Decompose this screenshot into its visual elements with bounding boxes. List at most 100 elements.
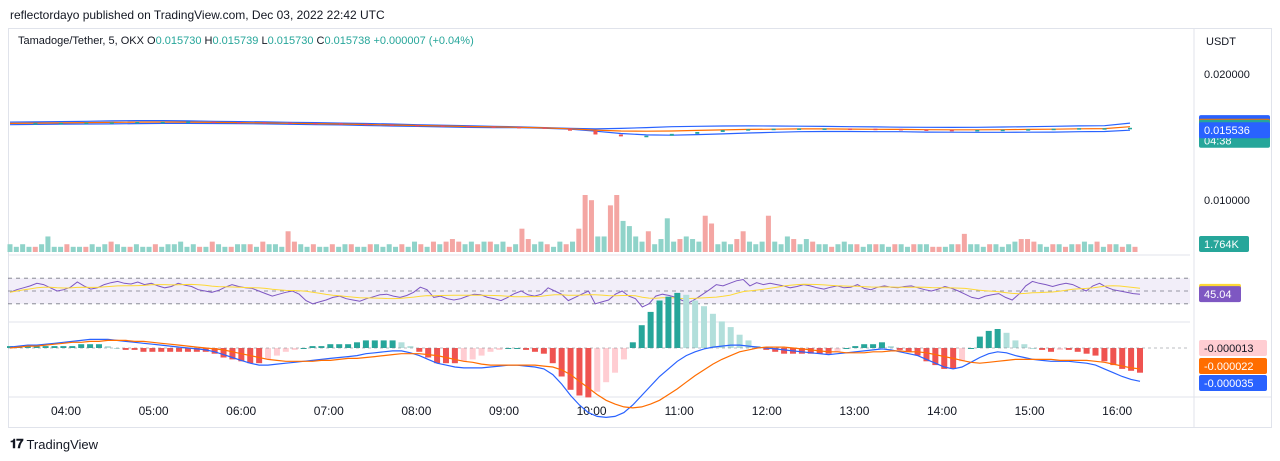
volume-bar	[829, 246, 835, 252]
macd-histogram-bar	[1012, 340, 1019, 348]
macd-histogram-bar	[718, 321, 725, 348]
macd-histogram-bar	[585, 348, 592, 398]
change-value: +0.000007 (+0.04%)	[373, 35, 474, 47]
volume-bar	[898, 244, 904, 252]
volume-bar	[291, 241, 297, 252]
macd-histogram-bar	[1074, 348, 1081, 352]
volume-bar	[437, 244, 443, 252]
volume-bar	[1081, 241, 1087, 252]
macd-histogram-bar	[69, 346, 76, 348]
volume-bar	[879, 244, 885, 252]
volume-bar	[77, 246, 83, 252]
volume-bar	[121, 246, 127, 252]
macd-histogram-bar	[469, 348, 476, 360]
price-candle	[542, 127, 547, 129]
macd-histogram-bar	[905, 348, 912, 352]
volume-bar	[614, 195, 620, 252]
macd-histogram-bar	[994, 329, 1001, 348]
volume-bar	[393, 246, 399, 252]
volume-bar	[152, 244, 158, 252]
volume-label: 1.764K	[1204, 239, 1240, 251]
volume-bar	[1069, 244, 1075, 252]
price-candle	[364, 123, 369, 126]
macd-histogram-bar	[709, 313, 716, 348]
macd-histogram-bar	[51, 346, 58, 348]
macd-line	[9, 338, 1141, 419]
macd-histogram-bar	[87, 344, 94, 348]
volume-bar	[235, 244, 241, 252]
time-tick-label: 11:00	[665, 404, 694, 418]
price-candle	[1000, 129, 1005, 132]
volume-bar	[835, 244, 841, 252]
volume-bar	[241, 244, 247, 252]
volume-bar	[797, 244, 803, 252]
volume-bar	[588, 200, 594, 252]
volume-bar	[759, 241, 765, 252]
volume-bar	[980, 246, 986, 252]
rsi-label: 45.04	[1204, 289, 1232, 301]
volume-bar	[380, 246, 386, 252]
macd-histogram-bar	[727, 327, 734, 348]
macd-histogram-bar	[1128, 348, 1135, 371]
volume-bar	[310, 244, 316, 252]
macd-histogram-bar	[1056, 348, 1063, 350]
macd-histogram-bar	[131, 348, 138, 350]
volume-bar	[791, 239, 797, 252]
volume-bar	[1012, 241, 1018, 252]
macd-histogram-bar	[985, 330, 992, 348]
macd-histogram-bar	[1021, 344, 1028, 348]
macd-histogram-bar	[104, 346, 111, 348]
price-candle	[338, 123, 343, 125]
macd-histogram-bar	[416, 348, 423, 352]
macd-histogram-bar	[603, 348, 610, 383]
volume-bar	[911, 244, 917, 252]
macd-histogram-bar	[878, 342, 885, 348]
macd-histogram-bar	[567, 348, 574, 390]
volume-bar	[1113, 244, 1119, 252]
time-tick-label: 14:00	[927, 404, 957, 418]
volume-bar	[664, 218, 670, 252]
volume-bar	[746, 241, 752, 252]
volume-bar	[696, 241, 702, 252]
macd-histogram-bar	[834, 348, 841, 352]
macd-histogram-bar	[736, 334, 743, 348]
macd-histogram-bar	[629, 342, 636, 348]
macd-histogram-bar	[967, 348, 974, 349]
macd-histogram-bar	[772, 348, 779, 352]
volume-bar	[272, 244, 278, 252]
macd-histogram-bar	[398, 342, 405, 348]
volume-bar	[626, 226, 632, 252]
price-candle	[517, 126, 522, 129]
volume-bar	[633, 236, 639, 252]
volume-bar	[677, 239, 683, 252]
volume-bar	[506, 246, 512, 252]
price-candle	[644, 135, 649, 138]
time-tick-label: 15:00	[1015, 404, 1045, 418]
macd-histogram-bar	[300, 348, 307, 349]
macd-histogram-bar	[1137, 348, 1143, 373]
volume-bar	[715, 244, 721, 252]
volume-bar	[253, 246, 259, 252]
macd-histogram-bar	[692, 300, 699, 348]
volume-bar	[930, 246, 936, 252]
volume-bar	[854, 244, 860, 252]
volume-bar	[336, 246, 342, 252]
macd-histogram-bar	[923, 348, 930, 362]
volume-bar	[538, 241, 544, 252]
volume-bar	[822, 244, 828, 252]
macd-histogram-bar	[896, 348, 903, 350]
macd-histogram-bar	[95, 344, 102, 348]
volume-bar	[601, 236, 607, 252]
symbol-name[interactable]: Tamadoge/Tether, 5, OKX	[18, 35, 144, 47]
volume-bar	[266, 244, 272, 252]
price-candle	[491, 126, 496, 128]
volume-bar	[475, 244, 481, 252]
price-label: 0.015536	[1204, 125, 1250, 137]
macd-histogram-bar	[763, 348, 770, 350]
macd-histogram-bar	[656, 300, 663, 348]
macd-histogram-bar	[327, 344, 334, 348]
volume-bar	[468, 241, 474, 252]
volume-bar	[462, 244, 468, 252]
volume-bar	[860, 246, 866, 252]
